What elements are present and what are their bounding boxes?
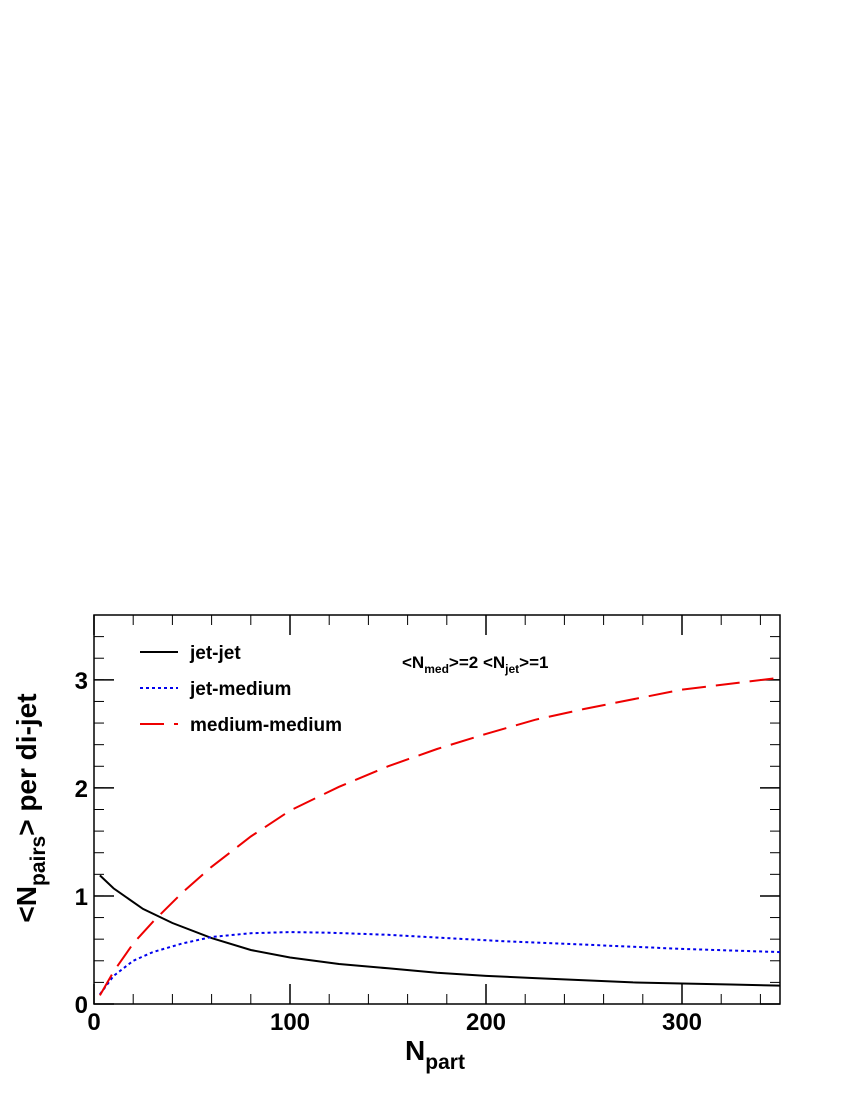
x-tick-label: 200 <box>466 1009 506 1036</box>
series-medium-medium-line <box>99 676 781 996</box>
y-tick-label: 0 <box>75 992 88 1019</box>
legend-label-jet-medium: jet-medium <box>189 679 291 700</box>
y-axis-title-sub: pairs <box>27 836 50 886</box>
x-tick-labels: 0 100 200 300 <box>87 1009 702 1036</box>
y-tick-label: 2 <box>75 776 88 803</box>
series-jet-medium-line <box>99 931 781 995</box>
annotation-sub2: jet <box>504 662 519 676</box>
annotation-part1: <N <box>402 653 424 672</box>
plot-area <box>93 614 781 1005</box>
y-axis-title: <Npairs> per di-jet <box>11 693 50 922</box>
legend-label-medium-medium: medium-medium <box>190 715 342 736</box>
y-tick-labels: 0 1 2 3 <box>75 668 88 1019</box>
y-axis-title-suffix: > per di-jet <box>11 693 42 835</box>
y-tick-label: 3 <box>75 668 88 695</box>
x-tick-label: 300 <box>662 1009 702 1036</box>
x-axis-title-sub: part <box>425 1051 465 1074</box>
legend-label-jet-jet: jet-jet <box>189 643 241 664</box>
legend: jet-jet jet-medium medium-medium <box>140 643 342 736</box>
x-axis-title: Npart <box>405 1035 465 1074</box>
y-tick-label: 1 <box>75 884 88 911</box>
annotation-sub1: med <box>424 662 449 676</box>
annotation: <Nmed>=2 <Njet>=1 <box>402 653 548 676</box>
major-ticks <box>93 615 780 1005</box>
x-tick-label: 100 <box>270 1009 310 1036</box>
x-tick-label: 0 <box>87 1009 100 1036</box>
series-jet-jet-line <box>99 874 781 987</box>
series-lines <box>99 676 781 996</box>
annotation-part2: >=2 <N <box>449 653 505 672</box>
x-axis-title-main: N <box>405 1035 425 1066</box>
y-axis-title-prefix: <N <box>11 886 42 923</box>
annotation-part3: >=1 <box>519 653 548 672</box>
